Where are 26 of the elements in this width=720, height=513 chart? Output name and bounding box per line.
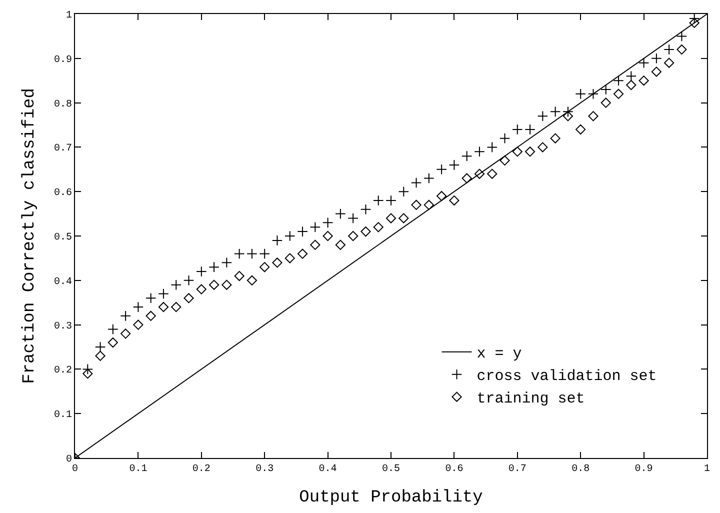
x-tick-label: 0.9 xyxy=(634,464,653,475)
y-tick-label: 0.3 xyxy=(54,321,72,332)
x-tick-label: 0.6 xyxy=(445,464,464,475)
x-tick-label: 0.8 xyxy=(572,464,590,475)
x-tick-label: 1 xyxy=(704,464,710,475)
x-tick-label: 0.1 xyxy=(129,464,148,475)
y-tick-label: 0.5 xyxy=(54,232,72,244)
x-tick-label: 0.5 xyxy=(382,464,400,475)
x-tick-label: 0.2 xyxy=(192,464,210,475)
x-tick-label: 0.3 xyxy=(256,464,274,475)
y-tick-label: 0.6 xyxy=(54,188,72,200)
y-tick-label: 0.8 xyxy=(54,99,72,110)
legend-label: training set xyxy=(476,390,585,408)
y-tick-label: 1 xyxy=(66,10,72,22)
y-tick-label: 0.7 xyxy=(54,144,72,155)
legend-label: cross validation set xyxy=(476,368,657,386)
y-tick-label: 0 xyxy=(66,454,72,466)
y-tick-label: 0.1 xyxy=(54,410,72,422)
y-axis-title: Fraction Correctly classified xyxy=(20,88,40,384)
legend-label: x = y xyxy=(476,346,522,363)
x-tick-label: 0.4 xyxy=(318,464,337,475)
y-tick-label: 0.2 xyxy=(54,366,72,377)
x-tick-label: 0.7 xyxy=(508,464,526,475)
y-tick-label: 0.4 xyxy=(54,276,72,288)
x-axis-title: Output Probability xyxy=(299,488,483,508)
y-tick-label: 0.9 xyxy=(54,54,72,66)
